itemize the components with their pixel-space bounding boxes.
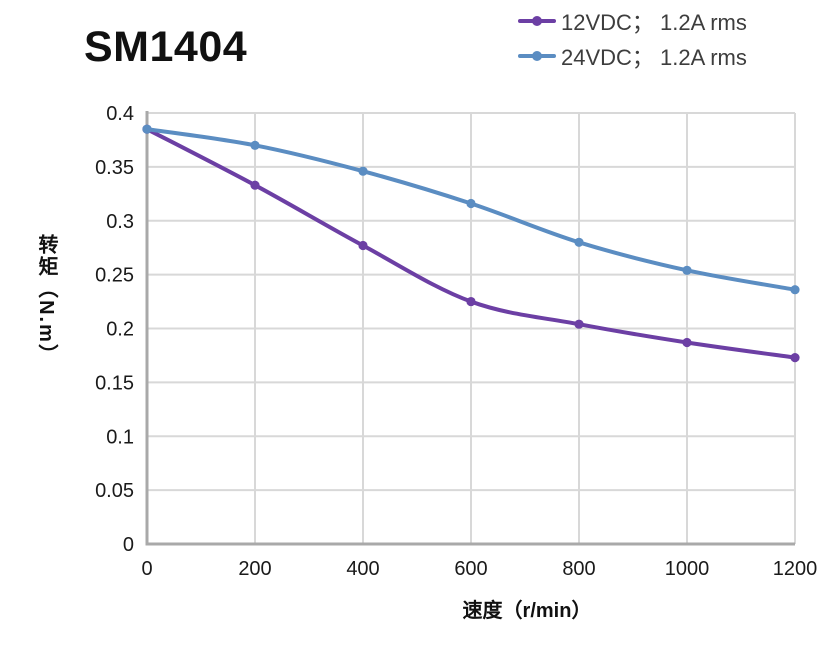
legend-label-24vdc: 24VDC； 1.2A rms: [561, 44, 747, 70]
legend-item-12vdc: 12VDC； 1.2A rms: [518, 5, 747, 36]
data-point-marker-24vdc: [358, 166, 368, 176]
data-point-marker-12vdc: [790, 352, 800, 363]
y-axis-title: 转矩（N.m）: [35, 234, 57, 366]
data-point-marker-12vdc: [466, 296, 476, 307]
data-point-marker-24vdc: [682, 265, 692, 275]
data-point-marker-12vdc: [574, 319, 584, 329]
legend-label-12vdc: 12VDC； 1.2A rms: [561, 9, 747, 35]
legend-dot-24vdc: [532, 50, 542, 61]
y-tick-label: 0.4: [106, 103, 134, 125]
data-point-marker-24vdc: [466, 198, 476, 209]
x-tick-label: 600: [454, 558, 487, 580]
y-tick-label: 0.2: [106, 319, 134, 341]
legend: 12VDC； 1.2A rms 24VDC； 1.2A rms: [518, 5, 747, 71]
x-tick-label: 1200: [773, 558, 818, 580]
x-axis-title: 速度（r/min）: [462, 600, 592, 622]
x-tick-label: 400: [346, 558, 379, 580]
x-tick-label: 200: [238, 558, 271, 580]
y-tick-label: 0.1: [106, 426, 134, 448]
y-tick-label: 0.25: [95, 265, 134, 287]
data-point-marker-24vdc: [250, 140, 260, 150]
legend-line-marker-12vdc: [518, 15, 556, 26]
legend-dot-12vdc: [532, 15, 542, 26]
legend-line-marker-24vdc: [518, 50, 556, 61]
data-point-marker-24vdc: [790, 285, 800, 295]
x-tick-label: 1000: [665, 558, 710, 580]
chart-title: SM1404: [84, 23, 248, 71]
legend-item-24vdc: 24VDC； 1.2A rms: [518, 40, 747, 71]
data-point-marker-12vdc: [250, 180, 260, 190]
data-point-marker-24vdc: [574, 237, 584, 247]
x-tick-label: 800: [562, 558, 595, 580]
y-tick-label: 0.05: [95, 480, 134, 502]
y-tick-label: 0.35: [95, 157, 134, 179]
y-tick-label: 0.3: [106, 211, 134, 233]
y-tick-label: 0: [123, 534, 134, 556]
x-tick-label: 0: [141, 558, 152, 580]
data-point-marker-24vdc: [142, 124, 152, 134]
data-point-marker-12vdc: [682, 337, 692, 348]
data-point-marker-12vdc: [358, 240, 368, 251]
y-tick-label: 0.15: [95, 372, 134, 394]
